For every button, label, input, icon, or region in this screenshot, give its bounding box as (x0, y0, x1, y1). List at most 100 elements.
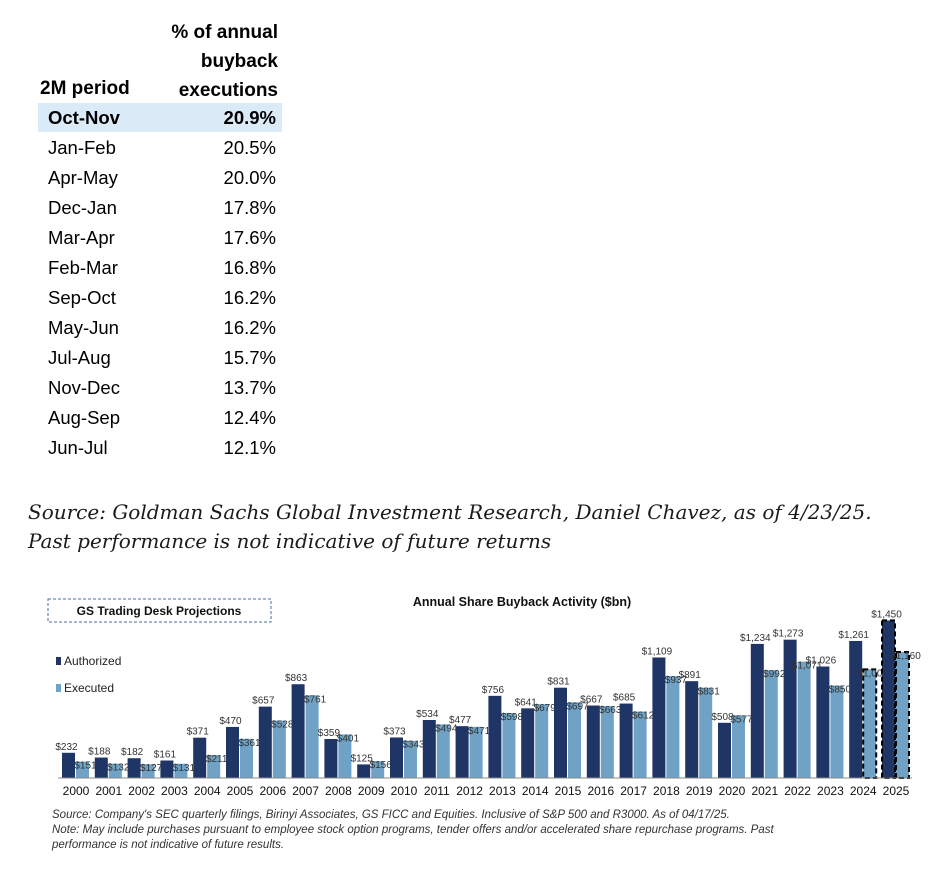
data-label-executed-2022: $1,071 (792, 661, 823, 672)
x-tick-label-2010: 2010 (391, 784, 418, 798)
row-period: Mar-Apr (48, 227, 115, 248)
data-label-executed-2011: $494 (435, 723, 458, 734)
data-label-executed-2025: $1,160 (890, 651, 921, 662)
data-label-authorized-2011: $534 (416, 709, 439, 720)
data-label-executed-2021: $992 (763, 669, 786, 680)
row-value: 17.6% (223, 227, 276, 248)
row-period: Sep-Oct (48, 287, 116, 308)
row-period: Jun-Jul (48, 437, 108, 458)
bar-authorized-2020 (718, 722, 731, 778)
data-label-authorized-2017: $685 (613, 693, 636, 704)
bar-authorized-2000 (62, 752, 75, 778)
bar-authorized-2002 (127, 758, 141, 778)
row-value: 16.2% (223, 317, 276, 338)
bar-authorized-2019 (685, 681, 699, 778)
bar-executed-2012 (469, 726, 483, 778)
data-label-authorized-2000: $232 (55, 742, 78, 753)
bar-authorized-2008 (324, 738, 338, 778)
legend-label-executed: Executed (64, 681, 114, 695)
x-tick-label-2022: 2022 (784, 784, 811, 798)
data-label-authorized-2023: $1,026 (806, 656, 837, 667)
bar-executed-2024 (862, 668, 878, 779)
data-label-executed-2005: $361 (238, 738, 261, 749)
bar-authorized-2024 (849, 640, 863, 778)
bar-authorized-2014 (521, 708, 535, 778)
bar-executed-2008 (338, 734, 352, 778)
table-row: Feb-Mar 16.8% (38, 253, 282, 282)
x-tick-label-2019: 2019 (686, 784, 713, 798)
row-value: 15.7% (223, 347, 276, 368)
bar-executed-2011 (436, 724, 450, 778)
data-label-executed-2008: $401 (337, 733, 360, 744)
x-tick-label-2011: 2011 (424, 784, 450, 798)
data-label-executed-2006: $528 (271, 720, 294, 731)
bar-authorized-2003 (160, 760, 174, 778)
x-tick-label-2014: 2014 (522, 784, 549, 798)
row-value: 12.1% (223, 437, 276, 458)
bar-executed-2015 (568, 702, 581, 778)
bar-executed-2002 (141, 764, 155, 778)
x-tick-label-2003: 2003 (161, 784, 188, 798)
x-tick-label-2001: 2001 (95, 784, 122, 798)
x-tick-label-2017: 2017 (620, 784, 647, 798)
x-tick-label-2012: 2012 (456, 784, 483, 798)
row-value: 16.2% (223, 287, 276, 308)
table-row: Sep-Oct 16.2% (38, 283, 282, 312)
data-label-executed-2020: $577 (730, 714, 753, 725)
data-label-executed-2002: $127 (140, 763, 163, 774)
bar-executed-2016 (600, 705, 614, 778)
table-row: Jul-Aug 15.7% (38, 343, 282, 372)
row-value: 16.8% (223, 257, 276, 278)
x-tick-label-2013: 2013 (489, 784, 516, 798)
data-label-authorized-2022: $1,273 (773, 629, 804, 640)
data-label-authorized-2008: $359 (318, 728, 341, 739)
data-label-executed-2001: $132 (107, 763, 130, 774)
bar-authorized-2011 (422, 719, 436, 778)
data-label-authorized-2012: $477 (449, 715, 472, 726)
data-label-authorized-2013: $756 (482, 685, 505, 696)
chart-note-line-2: Note: May include purchases pursuant to … (52, 824, 774, 836)
data-label-authorized-2024: $1,261 (838, 630, 869, 641)
bar-authorized-2012 (455, 726, 469, 778)
data-label-authorized-2020: $508 (711, 712, 734, 723)
bar-authorized-2007 (291, 684, 305, 778)
bar-authorized-2023 (816, 666, 830, 778)
data-label-executed-2004: $211 (206, 754, 228, 765)
data-label-authorized-2021: $1,234 (740, 633, 771, 644)
bar-authorized-2006 (258, 706, 272, 778)
chart-title: Annual Share Buyback Activity ($bn) (413, 595, 631, 609)
table-row: Jan-Feb 20.5% (38, 133, 282, 162)
header-2m-period: 2M period (40, 78, 130, 99)
table-row: May-Jun 16.2% (38, 313, 282, 342)
x-tick-label-2021: 2021 (751, 784, 778, 798)
legend-label-authorized: Authorized (64, 654, 121, 668)
data-label-executed-2023: $850 (829, 685, 852, 696)
bar-executed-2010 (404, 740, 417, 778)
table-row: Mar-Apr 17.6% (38, 223, 282, 252)
row-period: Apr-May (48, 167, 118, 188)
legend-swatch-executed (56, 684, 61, 692)
row-value: 20.9% (223, 107, 276, 128)
x-tick-label-2023: 2023 (817, 784, 844, 798)
bar-authorized-2001 (94, 757, 108, 778)
data-label-authorized-2014: $641 (515, 697, 538, 708)
header-pct-line-3: executions (178, 80, 278, 101)
source-note-line-2: Past performance is not indicative of fu… (28, 529, 552, 553)
bar-executed-2005 (240, 738, 253, 778)
chart-note-line-1: Source: Company's SEC quarterly filings,… (52, 809, 730, 821)
data-label-authorized-2010: $373 (383, 726, 406, 737)
bar-authorized-2009 (357, 764, 371, 778)
row-value: 17.8% (223, 197, 276, 218)
data-label-executed-2014: $679 (534, 703, 557, 714)
bar-executed-2017 (633, 711, 647, 778)
table-row: Nov-Dec 13.7% (38, 373, 282, 402)
bar-authorized-2021 (750, 643, 764, 778)
bar-executed-2006 (272, 720, 286, 778)
x-tick-label-2004: 2004 (194, 784, 221, 798)
x-tick-label-2005: 2005 (227, 784, 254, 798)
row-period: Nov-Dec (48, 377, 120, 398)
chart-notes: Source: Company's SEC quarterly filings,… (52, 808, 932, 853)
source-note: Source: Goldman Sachs Global Investment … (28, 498, 938, 556)
data-label-authorized-2007: $863 (285, 673, 308, 684)
bar-executed-2021 (764, 670, 778, 778)
